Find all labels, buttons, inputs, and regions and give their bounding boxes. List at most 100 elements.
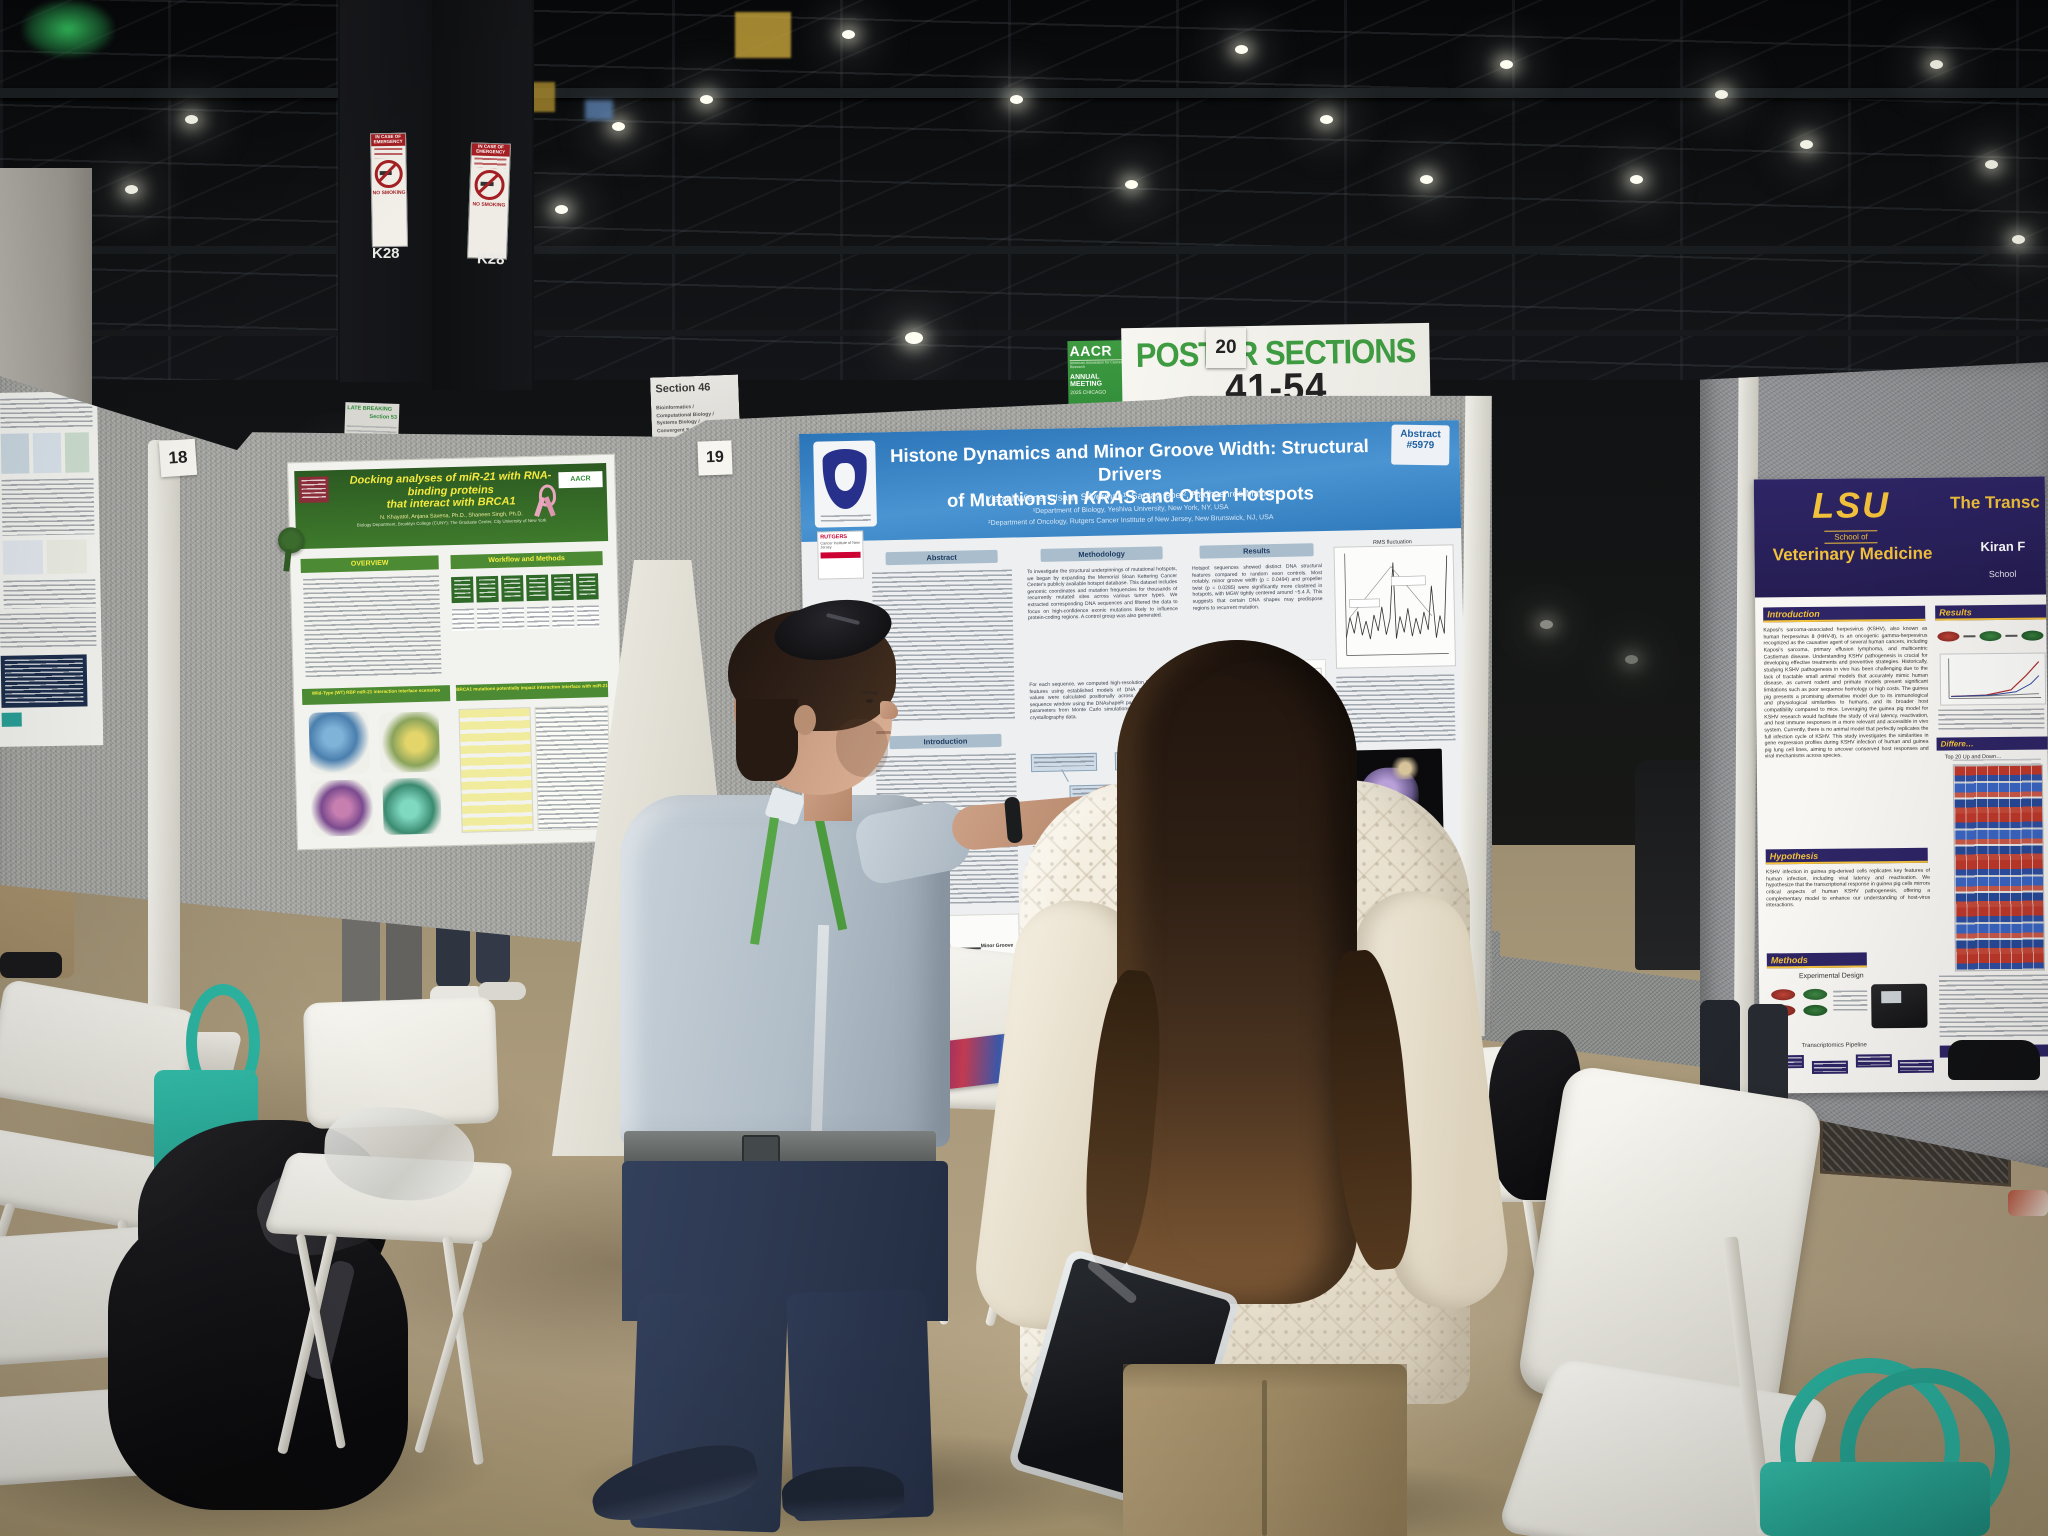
board-leg [148,440,180,1068]
sequencer-icon [1871,983,1928,1029]
lsu-induction-chart [1939,652,2047,706]
protein-figure [378,711,441,774]
ceiling-truss [0,0,2048,430]
ceiling-light [1235,45,1248,54]
woman-trousers [1123,1364,1407,1536]
aacr-logo-box: AACR [558,471,603,489]
ceiling-beam [0,88,2048,98]
protein-figure [310,779,374,837]
lsu-school-of: School of [1824,530,1878,544]
ceiling-light [842,30,855,39]
lsu-section-hypothesis: Hypothesis [1765,847,1928,865]
ceiling-light [1420,175,1433,184]
sign-footer: NO SMOKING [472,201,506,209]
banner-meeting: ANNUAL MEETING 2025 CHICAGO [1069,373,1107,396]
workflow-steps [451,573,607,637]
yeshiva-shield-logo [813,440,877,528]
abstract-number-tag: Abstract #5979 [1391,424,1450,466]
poster-lsu-header: LSU School of Veterinary Medicine The Tr… [1753,476,2047,598]
man-ear [794,705,816,735]
lsu-exp-design-label: Experimental Design [1798,972,1864,981]
rutgers-logo: RUTGERS Cancer Institute of New Jersey [817,530,865,580]
ceiling-light [1715,90,1728,99]
lsu-title-partial: The Transc [1949,492,2040,513]
man-hair-nape [736,699,798,781]
lsu-section-introduction: Introduction [1763,605,1926,623]
no-smoking-sign: IN CASE OF EMERGENCY NO SMOKING [466,142,512,260]
section-sign-title: Section 46 [655,381,711,396]
ceiling-light [1500,60,1513,69]
ceiling [0,0,2048,430]
lsu-school: Veterinary Medicine [1772,543,1933,565]
ceiling-light [2012,235,2025,244]
lsu-section-results: Results [1935,604,2047,621]
man-head [728,592,920,821]
lsu-author-partial: Kiran F [1980,538,2026,555]
sign-header: IN CASE OF EMERGENCY [371,133,406,147]
pillar-label: K28 [476,250,505,269]
no-smoking-sign: IN CASE OF EMERGENCY NO SMOKING [370,132,408,248]
man-stubble [836,719,888,777]
green-glow-sign [22,0,114,58]
ceiling-light [1630,175,1643,184]
lsu-results-caption [1938,708,2045,732]
section-abstract: Abstract [885,549,998,566]
ceiling-light [612,122,625,131]
no-smoking-icon [474,169,506,201]
section-methodology: Methodology [1040,546,1163,562]
poster-mir21: Docking analyses of miR-21 with RNA-bind… [277,453,626,851]
rms-fluctuation-chart [1333,544,1457,669]
award-rosette-tails [283,549,292,572]
ceiling-light [1320,115,1333,124]
late-breaking-line2: Section 53 [369,413,398,421]
blue-glint [585,100,613,120]
board-number-tag: 20 [1206,328,1246,368]
man-eye [866,699,873,703]
man-nose [880,701,898,719]
ceiling-light [905,332,923,344]
ceiling-light [1125,180,1138,189]
lsu-heatmap-figure [1952,764,2045,972]
lsu-affil-partial: School [1988,568,2017,580]
poster-board-right: LSU School of Veterinary Medicine The Tr… [1700,362,2048,1168]
red-object-on-floor [2008,1190,2048,1216]
section-results: Results [1199,543,1314,559]
poster-lsu: LSU School of Veterinary Medicine The Tr… [1753,476,2048,1094]
brooklyn-college-logo [298,476,330,504]
ceiling-light [185,115,198,124]
tote-bag-teal-foreground [1750,1334,2031,1536]
poster-histone-header: Histone Dynamics and Minor Groove Width:… [799,420,1462,542]
background-person-shoe [1948,1040,2040,1080]
distant-light [1540,620,1553,629]
conclusions-box [0,654,88,708]
histone-col4: RMS fluctuation [1333,538,1460,985]
lsu-intro-text: Kaposi's sarcoma-associated herpesvirus … [1763,625,1929,760]
band-brca1: BRCA1 mutations potentially impact inter… [455,681,609,702]
lsu-results-diagram [1937,627,2044,648]
listener-woman [969,640,1515,1536]
pink-ribbon-icon [534,484,557,519]
woman-hair [1117,640,1357,1304]
lsu-results-caption2 [1938,974,2048,1040]
lsu-section-methods: Methods [1766,952,1867,969]
ceiling-light [1010,95,1023,104]
ceiling-light [1930,60,1943,69]
man-belt [624,1131,936,1165]
protein-figure [308,711,371,775]
sign-phone [374,147,403,159]
section-workflow: Workflow and Methods [450,551,603,570]
board-number-tag: 18 [158,438,198,478]
yellow-sign [735,12,791,58]
man-mouth [876,731,891,734]
late-breaking-line1: LATE BREAKING [347,405,393,413]
lsu-logo: LSU [1811,484,1891,526]
background-person-shoe [0,952,62,978]
hall-pillar: IN CASE OF EMERGENCY NO SMOKING IN CASE … [338,0,534,390]
no-smoking-icon [374,159,403,189]
section-overview: OVERVIEW [300,555,439,574]
presenter-man [585,592,1169,1536]
overview-text [303,575,442,679]
board-number-tag: 19 [697,440,733,476]
banner-org-name: American Association for Cancer Research [1069,359,1124,371]
lsu-hypothesis-text: KSHV infection in guinea pig-derived cel… [1765,867,1931,909]
